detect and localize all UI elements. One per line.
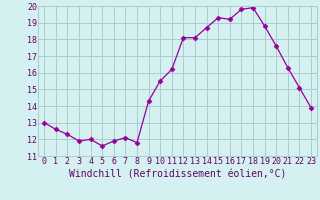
X-axis label: Windchill (Refroidissement éolien,°C): Windchill (Refroidissement éolien,°C) xyxy=(69,169,286,179)
